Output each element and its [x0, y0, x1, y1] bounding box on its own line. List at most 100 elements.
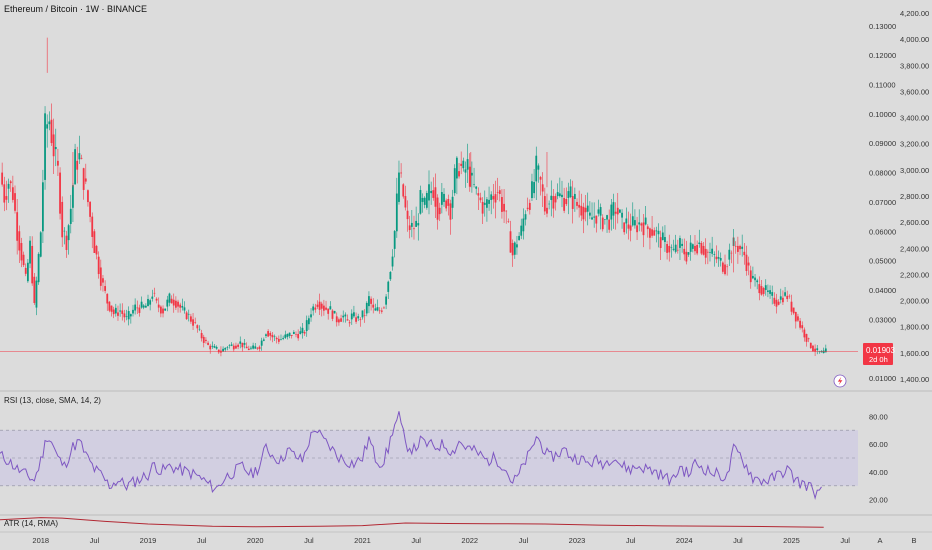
candle-body	[713, 254, 716, 255]
candle-body	[11, 187, 14, 200]
candle-body	[608, 219, 611, 230]
candle-body	[438, 207, 441, 215]
candle-body	[524, 214, 527, 220]
candle-body	[205, 339, 207, 341]
price-tick-label: 0.03000	[869, 315, 896, 324]
candle-body	[625, 218, 628, 224]
candle-body	[505, 210, 508, 212]
candle-body	[121, 310, 124, 314]
candle-body	[342, 315, 345, 318]
candle-body	[151, 296, 154, 299]
candle-body	[277, 338, 280, 342]
time-tick-label: Jul	[411, 536, 421, 545]
candle-body	[290, 334, 293, 336]
price-tick-label: 0.05000	[869, 257, 896, 266]
candle-body	[627, 224, 630, 229]
usd-tick-label: 2,000.00	[900, 297, 929, 306]
candle-body	[477, 193, 480, 196]
candle-body	[408, 225, 411, 231]
candle-body	[402, 184, 405, 197]
candle-body	[365, 302, 368, 314]
candle-body	[573, 193, 576, 199]
candle-body	[353, 312, 355, 317]
candle-body	[265, 334, 267, 336]
candle-body	[117, 312, 119, 316]
candle-body	[812, 345, 814, 352]
candle-body	[202, 336, 205, 343]
candle-body	[700, 243, 703, 254]
candle-body	[228, 345, 231, 346]
candle-body	[78, 153, 81, 160]
candle-body	[110, 305, 113, 312]
candle-body	[786, 295, 789, 300]
candle-body	[275, 337, 278, 340]
candle-body	[33, 276, 36, 303]
candle-body	[423, 197, 426, 205]
candle-body	[250, 347, 252, 349]
chart-title: Ethereum / Bitcoin · 1W · BINANCE	[4, 4, 147, 14]
candle-body	[473, 184, 475, 185]
candle-body	[486, 199, 488, 208]
candle-body	[597, 209, 600, 214]
price-panel[interactable]	[0, 37, 858, 357]
candle-body	[18, 231, 21, 251]
candle-body	[730, 252, 733, 254]
candle-body	[466, 159, 469, 170]
candle-body	[464, 169, 467, 173]
candle-body	[533, 182, 536, 194]
usd-tick-label: 2,800.00	[900, 192, 929, 201]
candle-body	[623, 222, 626, 233]
time-tick-label: Jul	[90, 536, 100, 545]
atr-panel[interactable]: ATR (14, RMA)	[0, 517, 824, 528]
candle-body	[192, 319, 194, 326]
time-tick-label: Jul	[733, 536, 743, 545]
candle-body	[655, 230, 658, 232]
candle-body	[61, 201, 64, 238]
candle-body	[719, 257, 722, 261]
candle-body	[183, 307, 186, 311]
candle-body	[258, 346, 261, 349]
candle-body	[80, 157, 83, 159]
atr-line	[0, 517, 824, 528]
candle-body	[561, 194, 563, 198]
candle-body	[531, 181, 533, 199]
candle-body	[492, 196, 495, 200]
candle-body	[383, 307, 385, 309]
candle-body	[410, 222, 413, 227]
candle-body	[792, 307, 795, 314]
current-price-badge-bg	[863, 343, 893, 365]
candle-body	[149, 300, 152, 305]
candle-body	[503, 203, 505, 212]
candle-body	[82, 168, 85, 190]
candle-body	[741, 246, 744, 249]
candle-body	[136, 307, 139, 309]
candle-body	[430, 190, 433, 194]
candle-body	[462, 160, 465, 169]
candle-body	[310, 314, 312, 318]
candle-body	[127, 311, 130, 320]
candle-body	[788, 295, 791, 297]
candle-body	[638, 222, 641, 225]
rsi-axis: 80.00 60.00 40.00 20.00	[869, 412, 888, 504]
candle-body	[664, 237, 666, 243]
candle-body	[215, 346, 218, 349]
candle-body	[554, 196, 557, 203]
candle-body	[147, 298, 149, 307]
candle-body	[252, 345, 255, 349]
time-tick-label: 2018	[32, 536, 49, 545]
lightning-icon[interactable]	[833, 374, 847, 388]
candle-body	[754, 277, 756, 281]
candle-body	[350, 313, 353, 320]
candle-body	[436, 197, 439, 220]
candle-body	[35, 280, 38, 308]
current-price-badge: 0.01903 2d 0h	[863, 343, 895, 365]
rsi-panel[interactable]: RSI (13, close, SMA, 14, 2)	[0, 396, 858, 501]
candle-body	[177, 301, 179, 307]
candle-body	[333, 310, 336, 314]
candle-body	[509, 231, 512, 253]
candle-body	[391, 256, 394, 267]
usd-tick-label: 2,400.00	[900, 244, 929, 253]
usd-tick-label: 3,000.00	[900, 166, 929, 175]
candle-body	[595, 215, 598, 224]
candle-body	[756, 280, 759, 283]
